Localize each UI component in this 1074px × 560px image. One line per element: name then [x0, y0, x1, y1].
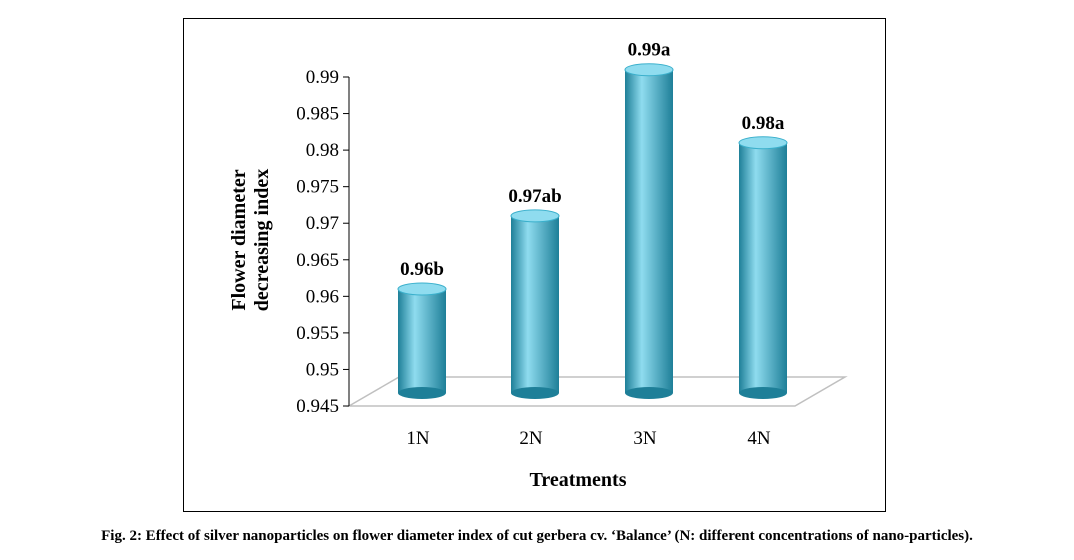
- bar-base: [398, 387, 446, 399]
- bar-body: [398, 289, 446, 393]
- bar-top: [624, 63, 674, 77]
- y-tick-label: 0.955: [296, 323, 339, 344]
- bar: [397, 282, 447, 399]
- x-tick-label: 1N: [406, 428, 430, 449]
- x-tick-label: 4N: [747, 428, 771, 449]
- y-tick-label: 0.985: [296, 104, 339, 125]
- bar-base: [739, 387, 787, 399]
- data-label: 0.96b: [400, 259, 444, 280]
- bar-body: [625, 69, 673, 393]
- y-axis-title: Flower diameter decreasing index: [228, 169, 273, 311]
- bar-top: [738, 136, 788, 150]
- bar: [738, 136, 788, 399]
- y-tick-label: 0.96: [306, 286, 339, 307]
- y-tick-label: 0.945: [296, 396, 339, 417]
- bar-base: [511, 387, 559, 399]
- figure-caption: Fig. 2: Effect of silver nanoparticles o…: [101, 528, 973, 544]
- y-tick-label: 0.95: [306, 359, 339, 380]
- bar: [510, 209, 560, 399]
- x-tick-label: 2N: [519, 428, 543, 449]
- y-tick-label: 0.99: [306, 67, 339, 88]
- y-tick-label: 0.97: [306, 213, 339, 234]
- data-label: 0.99a: [628, 40, 671, 61]
- bar-body: [739, 142, 787, 393]
- x-axis-title: Treatments: [529, 469, 626, 491]
- chart-floor: [346, 376, 848, 407]
- y-tick-label: 0.965: [296, 250, 339, 271]
- y-tick-label: 0.975: [296, 177, 339, 198]
- bar-chart: 0.945 0.95 0.955 0.96 0.965 0.97 0.975 0.98 0.98…: [228, 40, 848, 491]
- data-label: 0.97ab: [508, 186, 561, 207]
- data-label: 0.98a: [742, 113, 785, 134]
- bar-top: [510, 209, 560, 223]
- bar-base: [625, 387, 673, 399]
- bar-body: [511, 215, 559, 393]
- bar: [624, 63, 674, 399]
- y-axis-title-line-1: Flower diameter: [228, 169, 250, 310]
- y-tick-label: 0.98: [306, 140, 339, 161]
- bar-top: [397, 282, 447, 296]
- x-tick-label: 3N: [633, 428, 657, 449]
- y-axis-title-line-2: decreasing index: [251, 169, 273, 311]
